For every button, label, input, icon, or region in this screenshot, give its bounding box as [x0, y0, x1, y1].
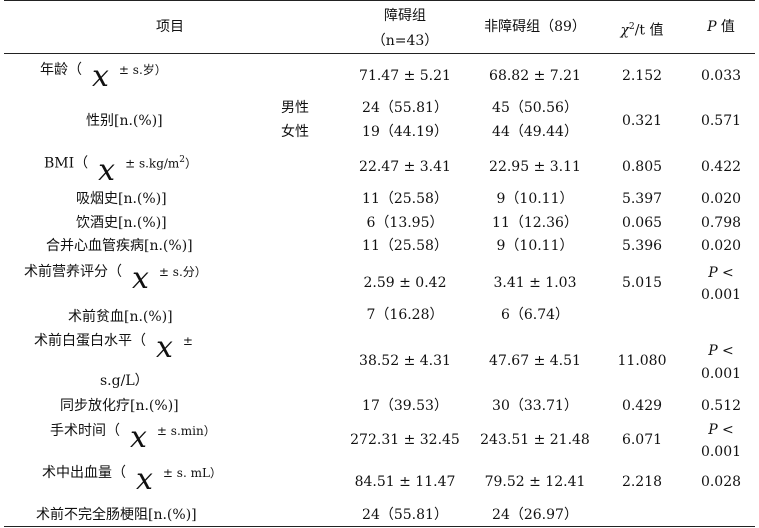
- row-sex-p: 0.571: [700, 113, 742, 129]
- row-drink-p: 0.798: [700, 215, 742, 231]
- row-sex-b1: 45（50.56）: [492, 100, 578, 116]
- table-header-rule: [4, 53, 755, 54]
- row-cvd-a: 11（25.58）: [362, 238, 448, 254]
- row-smoke-stat: 5.397: [621, 191, 663, 207]
- row-chemo-stat: 0.429: [621, 398, 663, 414]
- row-anemia-label: 术前贫血[n.(%)]: [68, 309, 173, 325]
- row-sex-stat: 0.321: [621, 113, 663, 129]
- row-drink-stat: 0.065: [621, 215, 663, 231]
- row-drink-b: 11（12.36）: [492, 215, 578, 231]
- row-age-p: 0.033: [700, 68, 742, 84]
- header-item: 项目: [156, 19, 184, 35]
- row-sex-b2: 44（49.44）: [492, 124, 578, 140]
- row-drink-label: 饮酒史[n.(%)]: [76, 215, 167, 231]
- row-cvd-stat: 5.396: [621, 238, 663, 254]
- table-top-rule: [4, 0, 755, 1]
- row-sex-sub2: 女性: [281, 124, 309, 140]
- row-sex-sub1: 男性: [281, 100, 309, 116]
- row-blood-stat: 2.218: [621, 474, 663, 490]
- row-age-a: 71.47 ± 5.21: [359, 68, 451, 84]
- row-albumin-a: 38.52 ± 4.31: [359, 353, 451, 369]
- row-optime-b: 243.51 ± 21.48: [480, 432, 590, 448]
- row-nutrition-a: 2.59 ± 0.42: [363, 275, 447, 291]
- row-sex-a2: 19（44.19）: [362, 124, 448, 140]
- row-bmi-a: 22.47 ± 3.41: [359, 159, 451, 175]
- row-chemo-a: 17（39.53）: [362, 398, 448, 414]
- row-anemia-b: 6（6.74）: [500, 307, 570, 323]
- xbar-symbol: x: [136, 462, 153, 497]
- row-optime-label: 手术时间（ x ± s.min）: [50, 420, 216, 455]
- header-p: P 值: [707, 19, 735, 35]
- row-albumin-label-2: s.g/L）: [100, 373, 149, 389]
- row-drink-a: 6（13.95）: [366, 215, 444, 231]
- row-smoke-b: 9（10.11）: [496, 191, 574, 207]
- xbar-symbol: x: [132, 261, 149, 296]
- row-albumin-label: 术前白蛋白水平（ x ±: [34, 330, 193, 365]
- row-sex-a1: 24（55.81）: [362, 100, 448, 116]
- xbar-symbol: x: [98, 152, 116, 188]
- row-age-label: 年龄（ x ± s.岁）: [40, 59, 167, 94]
- row-obstruction-label: 术前不完全肠梗阻[n.(%)]: [36, 507, 197, 523]
- row-anemia-a: 7（16.28）: [366, 307, 444, 323]
- row-bmi-label: BMI（ x ± s.kg/m2）: [44, 152, 198, 188]
- row-obstruction-a: 24（55.81）: [362, 507, 448, 523]
- row-smoke-a: 11（25.58）: [362, 191, 448, 207]
- header-group-a: 障碍组: [384, 8, 426, 24]
- row-optime-p1: P <: [708, 422, 734, 438]
- xbar-symbol: x: [156, 330, 173, 365]
- row-age-stat: 2.152: [621, 68, 663, 84]
- row-cvd-p: 0.020: [700, 238, 742, 254]
- row-nutrition-p1: P <: [708, 265, 734, 281]
- row-sex-label: 性别[n.(%)]: [86, 113, 163, 129]
- row-blood-p: 0.028: [700, 474, 742, 490]
- row-chemo-label: 同步放化疗[n.(%)]: [60, 398, 179, 414]
- row-optime-a: 272.31 ± 32.45: [350, 432, 460, 448]
- xbar-symbol: x: [92, 59, 109, 94]
- row-nutrition-stat: 5.015: [621, 275, 663, 291]
- row-albumin-b: 47.67 ± 4.51: [489, 353, 581, 369]
- xbar-symbol: x: [130, 420, 147, 455]
- row-smoke-p: 0.020: [700, 191, 742, 207]
- header-group-b: 非障碍组（89）: [484, 19, 586, 35]
- row-bmi-b: 22.95 ± 3.11: [489, 159, 581, 175]
- row-albumin-p2: 0.001: [700, 366, 742, 382]
- row-obstruction-b: 24（26.97）: [492, 507, 578, 523]
- row-nutrition-b: 3.41 ± 1.03: [493, 275, 577, 291]
- header-stat: χ2/t 值: [620, 22, 664, 39]
- row-smoke-label: 吸烟史[n.(%)]: [76, 191, 167, 207]
- row-nutrition-p2: 0.001: [700, 287, 742, 303]
- row-blood-b: 79.52 ± 12.41: [484, 474, 586, 490]
- row-age-b: 68.82 ± 7.21: [489, 68, 581, 84]
- row-cvd-label: 合并心血管疾病[n.(%)]: [46, 238, 193, 254]
- row-chemo-p: 0.512: [700, 398, 742, 414]
- table-bottom-rule: [4, 526, 755, 527]
- row-bmi-stat: 0.805: [621, 159, 663, 175]
- row-bmi-p: 0.422: [700, 159, 742, 175]
- row-albumin-stat: 11.080: [617, 353, 667, 369]
- row-blood-a: 84.51 ± 11.47: [354, 474, 456, 490]
- row-blood-label: 术中出血量（ x ± s. mL）: [42, 462, 222, 497]
- header-group-a-n: （n=43）: [371, 33, 439, 49]
- row-optime-p2: 0.001: [700, 444, 742, 460]
- row-chemo-b: 30（33.71）: [492, 398, 578, 414]
- row-albumin-p1: P <: [708, 343, 734, 359]
- row-cvd-b: 9（10.11）: [496, 238, 574, 254]
- row-optime-stat: 6.071: [621, 432, 663, 448]
- row-nutrition-label: 术前营养评分（ x ± s.分）: [24, 261, 207, 296]
